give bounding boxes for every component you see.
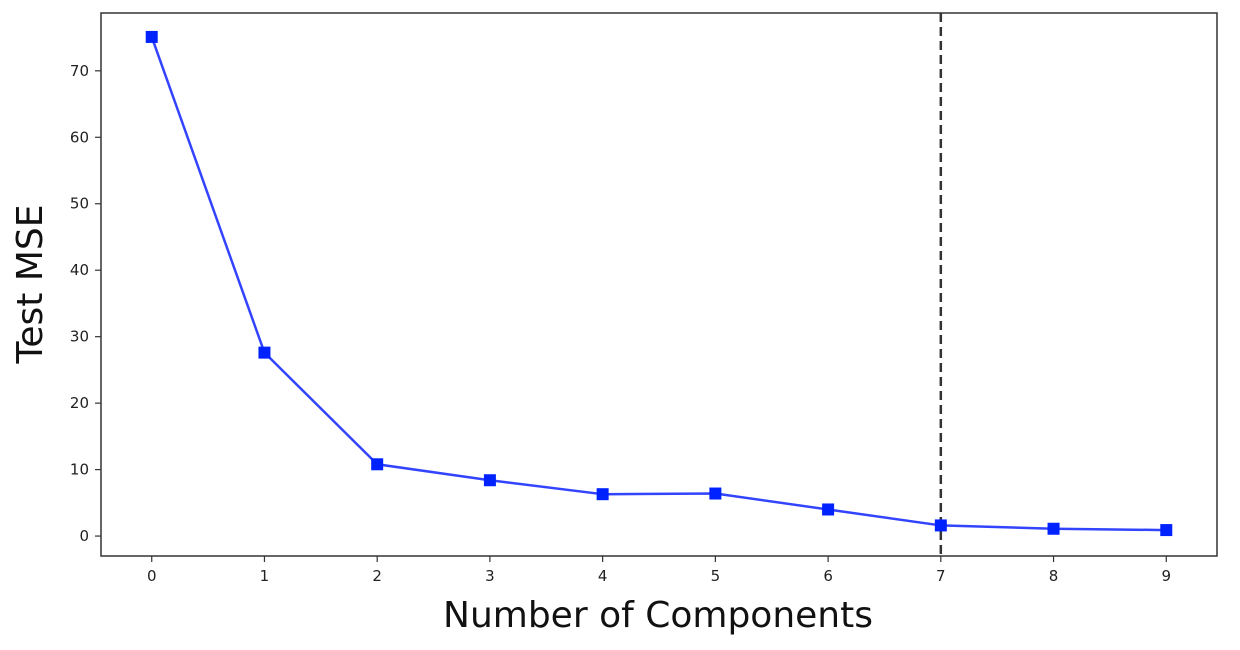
y-tick-label: 10: [70, 461, 89, 479]
x-tick-label: 3: [485, 567, 495, 585]
y-tick-label: 40: [70, 261, 89, 279]
x-tick-label: 6: [823, 567, 833, 585]
data-point-marker: [822, 503, 835, 516]
data-point-marker: [709, 487, 722, 500]
y-axis-title: Test MSE: [10, 205, 51, 365]
x-axis-ticks: 0 1 2 3 4 5 6 7 8 9: [147, 556, 1171, 585]
data-point-marker: [483, 474, 496, 487]
series-line: [150, 36, 1167, 532]
data-point-marker: [258, 346, 271, 359]
y-tick-label: 30: [70, 328, 89, 346]
y-tick-label: 50: [70, 195, 89, 213]
x-tick-label: 2: [372, 567, 382, 585]
data-point-marker: [596, 488, 609, 501]
x-tick-label: 1: [260, 567, 270, 585]
plot-area: [145, 13, 1173, 556]
y-axis-ticks: 0 10 20 30 40 50 60 70: [70, 62, 101, 545]
y-tick-label: 0: [79, 527, 89, 545]
y-tick-label: 60: [70, 128, 89, 146]
y-tick-label: 20: [70, 394, 89, 412]
data-point-marker: [1047, 522, 1060, 535]
y-tick-label: 70: [70, 62, 89, 80]
data-point-marker: [371, 458, 384, 471]
x-tick-label: 5: [711, 567, 721, 585]
plot-frame: [100, 12, 1218, 557]
x-tick-label: 0: [147, 567, 157, 585]
x-tick-label: 9: [1161, 567, 1171, 585]
data-point-marker: [1160, 524, 1173, 537]
x-axis-title: Number of Components: [443, 595, 873, 636]
x-tick-label: 8: [1049, 567, 1059, 585]
data-point-marker: [145, 30, 158, 43]
x-tick-label: 4: [598, 567, 608, 585]
data-point-marker: [934, 519, 947, 532]
x-tick-label: 7: [936, 567, 946, 585]
